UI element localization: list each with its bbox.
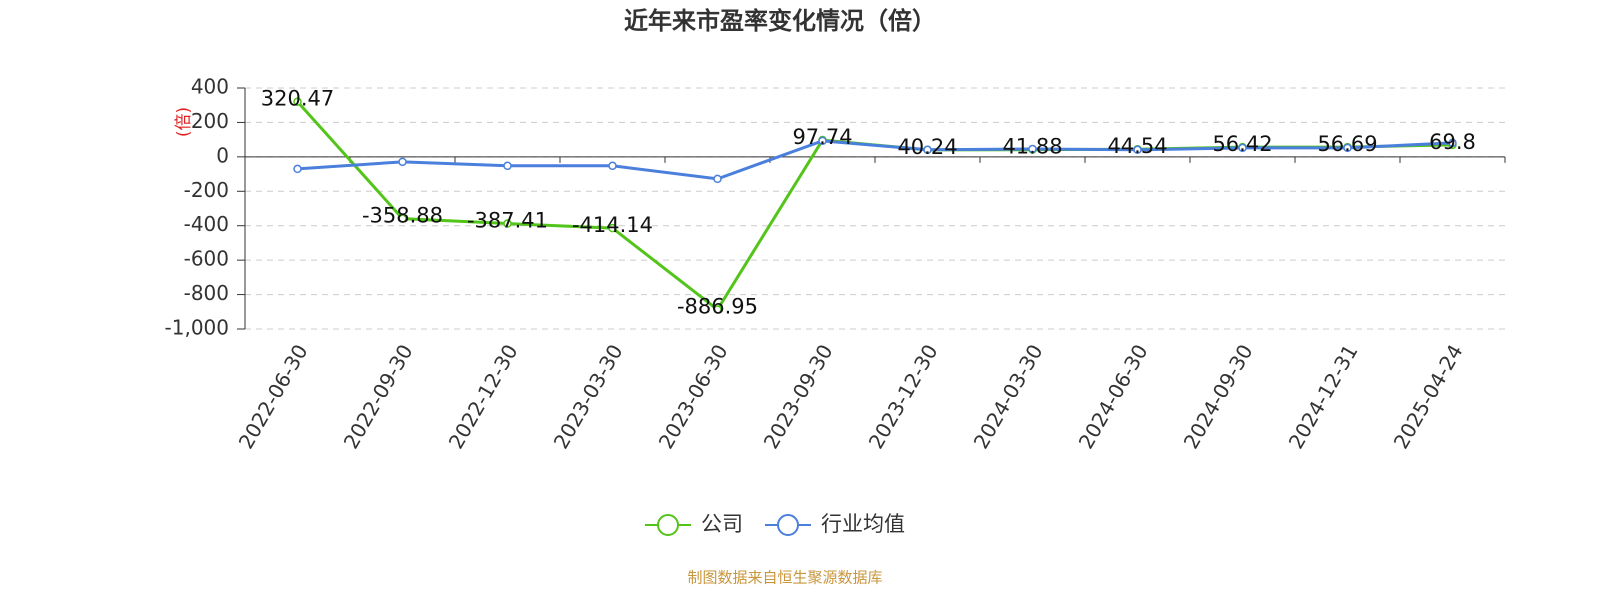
- x-tick-label: 2023-06-30: [654, 340, 733, 453]
- point: [1133, 145, 1142, 155]
- x-tick-label: 2025-04-24: [1389, 340, 1468, 453]
- x-tick-label: 2023-12-30: [864, 340, 943, 453]
- y-tick-label: -1,000: [165, 316, 229, 340]
- point: [503, 161, 512, 171]
- point: [293, 97, 302, 106]
- point: [713, 305, 722, 314]
- point: [398, 214, 407, 223]
- y-tick-label: 200: [191, 109, 229, 133]
- x-tick-label: 2023-09-30: [759, 340, 838, 453]
- data-label: 56.42: [1212, 132, 1272, 156]
- source-note: 制图数据来自恒生聚源数据库: [687, 569, 882, 587]
- x-tick-label: 2024-03-30: [969, 340, 1048, 453]
- series-line: [296, 100, 1453, 312]
- data-label: -886.95: [677, 295, 758, 319]
- data-label: 40.24: [897, 135, 957, 159]
- legend-marker: [777, 514, 799, 536]
- x-tick-label: 2022-06-30: [234, 340, 313, 453]
- data-label: 69.8: [1429, 130, 1476, 154]
- legend-label: 公司: [701, 512, 743, 536]
- chart-title: 近年来市盈率变化情况（倍）: [624, 7, 936, 35]
- point: [1028, 144, 1037, 154]
- data-label: 56.69: [1317, 132, 1377, 156]
- data-label: 44.54: [1107, 134, 1167, 158]
- point: [923, 145, 932, 155]
- y-tick-label: 0: [216, 143, 229, 167]
- data-label: -387.41: [467, 209, 548, 233]
- point: [293, 164, 302, 174]
- point: [608, 161, 617, 171]
- y-tick-label: -800: [184, 281, 229, 305]
- point: [398, 157, 407, 167]
- point: [503, 219, 512, 228]
- point: [713, 174, 722, 184]
- y-tick-label: -400: [184, 212, 229, 236]
- y-tick-label: -600: [184, 247, 229, 271]
- series-line: [297, 139, 1453, 181]
- point: [608, 223, 617, 233]
- legend-label: 行业均值: [821, 512, 905, 536]
- x-tick-label: 2022-09-30: [339, 340, 418, 453]
- data-label: 41.88: [1002, 135, 1062, 159]
- y-tick-label: -200: [184, 178, 229, 202]
- data-label: 97.74: [792, 125, 852, 149]
- point: [1238, 143, 1247, 153]
- point: [818, 136, 827, 146]
- data-label: -414.14: [572, 213, 653, 237]
- x-tick-label: 2023-03-30: [549, 340, 628, 453]
- x-tick-label: 2024-06-30: [1074, 340, 1153, 453]
- y-tick-label: 400: [191, 75, 229, 99]
- x-tick-label: 2022-12-30: [444, 340, 523, 453]
- x-tick-label: 2024-12-31: [1284, 340, 1363, 453]
- data-label: -358.88: [362, 204, 443, 228]
- y-axis-label: (倍): [174, 107, 194, 137]
- data-label: 320.47: [261, 87, 334, 111]
- x-tick-label: 2024-09-30: [1179, 340, 1258, 453]
- legend-marker: [657, 514, 679, 536]
- point: [1343, 143, 1352, 153]
- point: [1448, 138, 1457, 148]
